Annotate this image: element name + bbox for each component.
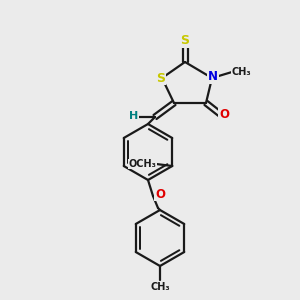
Text: O: O <box>219 107 229 121</box>
Text: OCH₃: OCH₃ <box>128 159 156 169</box>
Text: H: H <box>129 111 139 121</box>
Text: CH₃: CH₃ <box>150 282 170 292</box>
Text: CH₃: CH₃ <box>231 67 251 77</box>
Text: N: N <box>208 70 218 83</box>
Text: S: S <box>157 71 166 85</box>
Text: S: S <box>181 34 190 47</box>
Text: O: O <box>155 188 165 200</box>
